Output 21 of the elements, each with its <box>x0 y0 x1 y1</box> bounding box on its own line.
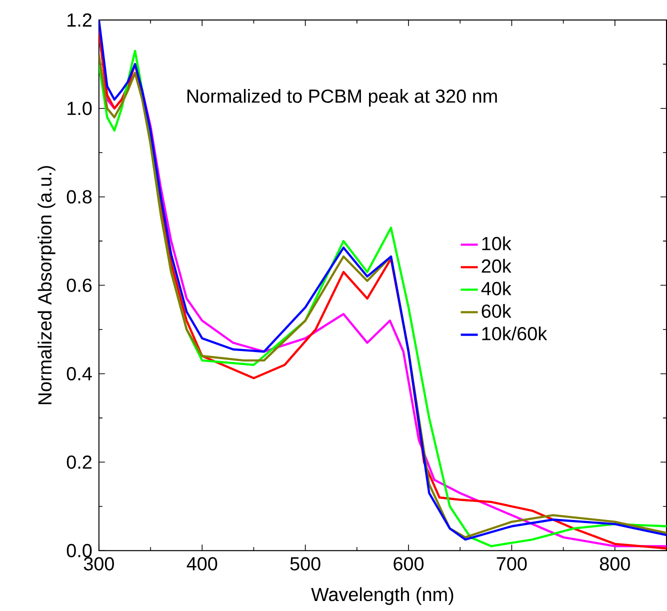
x-tick-label: 500 <box>290 556 320 570</box>
y-axis-title: Normalized Absorption (a.u.) <box>38 166 56 404</box>
x-tick-label: 700 <box>496 556 527 570</box>
legend-label: 10k/60k <box>482 326 548 340</box>
x-tick-label: 300 <box>84 556 114 570</box>
y-tick-label: 0.6 <box>66 278 92 292</box>
y-tick-label: 0.8 <box>66 190 92 204</box>
x-axis-title: Wavelength (nm) <box>311 587 454 605</box>
y-tick-label: 1.0 <box>68 102 92 115</box>
y-tick-label: 0.0 <box>66 544 92 558</box>
x-tick-label: 800 <box>600 556 630 570</box>
y-tick-label: 0.4 <box>66 366 92 380</box>
y-tick-label: 0.2 <box>66 455 92 469</box>
x-tick-label: 600 <box>394 556 424 570</box>
legend-label: 20k <box>482 258 512 273</box>
y-tick-label: 1.2 <box>68 13 92 26</box>
legend-label: 60k <box>482 304 512 318</box>
legend-label: 40k <box>481 281 512 296</box>
legend-label: 10k <box>482 236 512 250</box>
x-tick-label: 400 <box>186 556 218 570</box>
annotation: Normalized to PCBM peak at 320 nm <box>187 88 497 106</box>
